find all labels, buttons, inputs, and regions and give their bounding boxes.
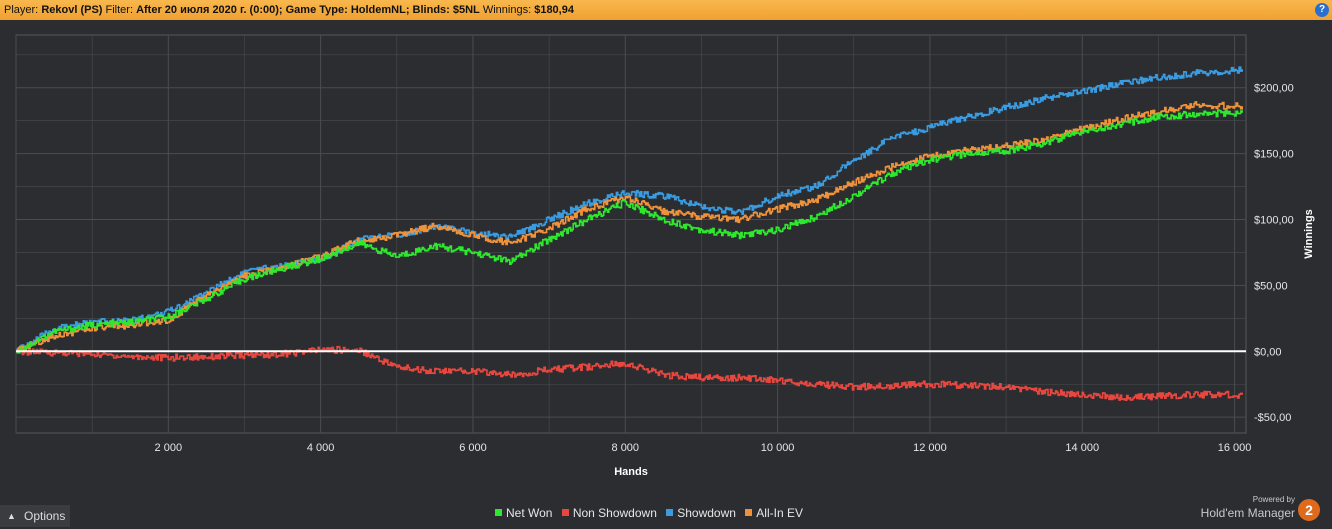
non-showdown-line — [16, 345, 1243, 401]
brand-name: Hold'em Manager — [1200, 506, 1295, 520]
x-tick-label: 10 000 — [761, 442, 795, 454]
allin-ev-swatch — [745, 509, 753, 516]
x-tick-label: 8 000 — [612, 442, 640, 454]
help-icon[interactable]: ? — [1315, 3, 1329, 17]
y-tick-label: $50,00 — [1254, 280, 1288, 292]
winnings-value: $180,94 — [534, 4, 574, 16]
showdown-line — [16, 66, 1243, 353]
x-tick-label: 12 000 — [913, 442, 947, 454]
powered-by: Powered by Hold'em Manager — [1195, 495, 1295, 521]
x-axis-title: Hands — [614, 466, 648, 478]
showdown-swatch — [666, 509, 674, 516]
y-axis-title: Winnings — [1303, 209, 1315, 258]
y-tick-label: $150,00 — [1254, 149, 1294, 161]
legend-item-non-showdown[interactable]: Non Showdown — [561, 506, 657, 520]
net-won-swatch — [495, 509, 502, 516]
hm2-logo-icon: 2 — [1298, 499, 1320, 521]
powered-by-label: Powered by — [1252, 495, 1295, 504]
y-tick-label: -$50,00 — [1254, 412, 1291, 424]
chevron-up-icon: ▲ — [7, 511, 16, 521]
legend-item-showdown[interactable]: Showdown — [666, 506, 736, 520]
x-tick-label: 4 000 — [307, 442, 335, 454]
y-tick-label: $100,00 — [1254, 215, 1294, 227]
x-tick-label: 6 000 — [459, 442, 487, 454]
legend-label: Showdown — [677, 506, 736, 520]
legend-label: Net Won — [506, 506, 553, 520]
x-tick-label: 2 000 — [155, 442, 183, 454]
filter-bar: Player: Rekovl (PS) Filter: After 20 июл… — [0, 0, 1332, 20]
y-tick-label: $0,00 — [1254, 346, 1282, 358]
legend-label: All-In EV — [756, 506, 803, 520]
filter-value: After 20 июля 2020 г. (0:00); Game Type:… — [136, 4, 480, 16]
legend-item-net-won[interactable]: Net Won — [495, 506, 552, 520]
winnings-graph: 2 000 4 000 6 000 8 000 10 000 12 000 14 000 16… — [15, 34, 1315, 478]
x-tick-label: 16 000 — [1218, 442, 1252, 454]
net-won-line — [16, 109, 1243, 354]
player-value: Rekovl (PS) — [41, 4, 103, 16]
player-label: Player: — [4, 4, 39, 16]
x-tick-label: 14 000 — [1065, 442, 1099, 454]
filter-label: Filter: — [105, 4, 134, 16]
winnings-label: Winnings: — [482, 4, 532, 16]
options-label: Options — [24, 509, 66, 523]
chart-legend: Net Won Non Showdown Showdown All-In EV — [495, 506, 809, 520]
legend-label: Non Showdown — [572, 506, 657, 520]
options-button[interactable]: ▲ Options — [0, 505, 70, 527]
non-showdown-swatch — [561, 509, 569, 516]
y-tick-label: $200,00 — [1254, 83, 1294, 95]
legend-item-allin-ev[interactable]: All-In EV — [745, 506, 803, 520]
